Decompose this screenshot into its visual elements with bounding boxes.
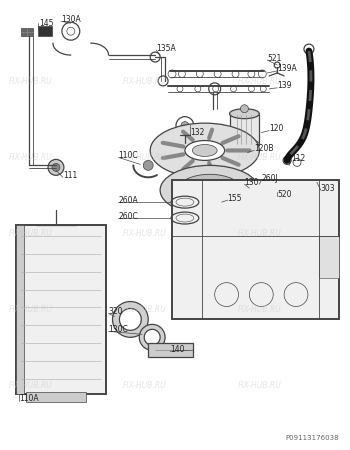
Text: 320: 320 — [108, 307, 123, 316]
Bar — [319, 236, 339, 278]
Ellipse shape — [160, 165, 259, 215]
FancyArrowPatch shape — [223, 158, 239, 165]
Circle shape — [143, 160, 153, 171]
Text: 110C: 110C — [118, 151, 138, 160]
Text: 260C: 260C — [118, 212, 138, 220]
Text: FIX-HUB.RU: FIX-HUB.RU — [238, 382, 281, 391]
Text: 139A: 139A — [277, 64, 297, 73]
Text: 139: 139 — [277, 81, 292, 90]
Ellipse shape — [150, 123, 259, 178]
Text: FIX-HUB.RU: FIX-HUB.RU — [8, 153, 52, 162]
Text: 260J: 260J — [261, 174, 278, 183]
Circle shape — [240, 105, 248, 112]
Bar — [16, 225, 106, 394]
Ellipse shape — [185, 140, 225, 160]
FancyArrowPatch shape — [223, 136, 239, 143]
Text: 303: 303 — [321, 184, 335, 193]
Text: 130A: 130A — [61, 15, 80, 24]
Bar — [38, 26, 52, 36]
Text: 132: 132 — [190, 128, 204, 137]
Ellipse shape — [177, 174, 242, 206]
Text: FIX-HUB.RU: FIX-HUB.RU — [123, 382, 167, 391]
Text: 155: 155 — [228, 194, 242, 202]
Text: P09113176038: P09113176038 — [285, 435, 339, 441]
FancyArrowPatch shape — [163, 154, 183, 158]
Text: FIX-HUB.RU: FIX-HUB.RU — [8, 77, 52, 86]
Text: 130C: 130C — [108, 325, 128, 334]
Text: FIX-HUB.RU: FIX-HUB.RU — [238, 153, 281, 162]
Text: 110A: 110A — [19, 394, 39, 403]
Text: 521: 521 — [267, 54, 282, 63]
Text: FIX-HUB.RU: FIX-HUB.RU — [238, 306, 281, 315]
Ellipse shape — [193, 144, 217, 157]
Text: 145: 145 — [39, 19, 54, 28]
Bar — [230, 114, 259, 145]
Text: FIX-HUB.RU: FIX-HUB.RU — [123, 77, 167, 86]
Text: FIX-HUB.RU: FIX-HUB.RU — [8, 382, 52, 391]
FancyArrowPatch shape — [183, 132, 193, 140]
Bar — [215, 197, 225, 205]
FancyArrowPatch shape — [163, 143, 183, 147]
Text: FIX-HUB.RU: FIX-HUB.RU — [238, 230, 281, 238]
FancyArrowPatch shape — [183, 161, 193, 169]
Text: FIX-HUB.RU: FIX-HUB.RU — [238, 77, 281, 86]
Bar — [16, 225, 24, 394]
Text: 520: 520 — [277, 190, 292, 199]
Text: FIX-HUB.RU: FIX-HUB.RU — [123, 230, 167, 238]
Text: 140: 140 — [170, 345, 184, 354]
Text: 260A: 260A — [118, 196, 138, 205]
Bar — [172, 180, 339, 320]
Circle shape — [181, 122, 189, 130]
Circle shape — [52, 163, 60, 171]
Text: 111: 111 — [63, 171, 77, 180]
Text: 112: 112 — [291, 154, 305, 163]
Text: FIX-HUB.RU: FIX-HUB.RU — [8, 230, 52, 238]
Ellipse shape — [230, 109, 259, 119]
Text: 135A: 135A — [156, 44, 176, 53]
Text: FIX-HUB.RU: FIX-HUB.RU — [123, 153, 167, 162]
Text: 130: 130 — [244, 178, 259, 187]
Circle shape — [48, 159, 64, 176]
Text: FIX-HUB.RU: FIX-HUB.RU — [123, 306, 167, 315]
Bar — [21, 28, 33, 36]
Bar — [26, 392, 86, 402]
Text: 120B: 120B — [254, 144, 274, 153]
Text: FIX-HUB.RU: FIX-HUB.RU — [8, 306, 52, 315]
FancyArrowPatch shape — [209, 163, 212, 171]
FancyArrowPatch shape — [209, 130, 212, 138]
Ellipse shape — [195, 183, 225, 198]
Bar — [148, 343, 193, 357]
Text: 120: 120 — [269, 124, 284, 133]
